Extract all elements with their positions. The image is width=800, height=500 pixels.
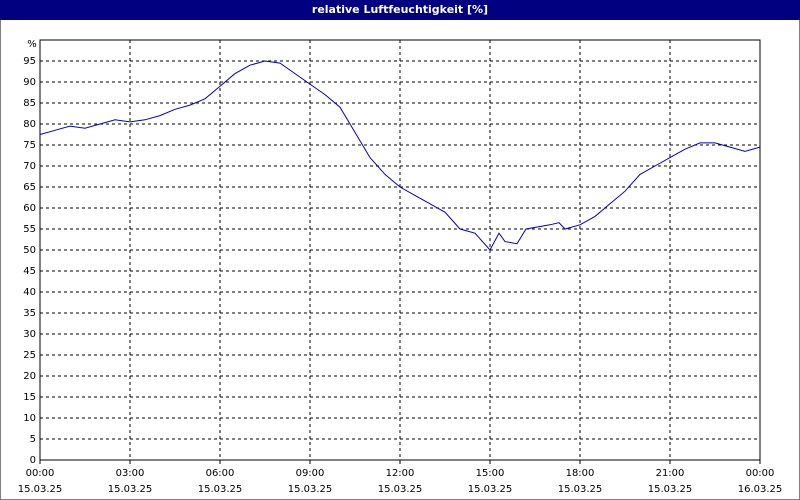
y-tick-label: 60: [23, 203, 36, 214]
x-tick-date: 15.03.25: [648, 484, 693, 495]
y-tick-label: 80: [23, 119, 36, 130]
chart-title: relative Luftfeuchtigkeit [%]: [312, 3, 488, 16]
x-tick-date: 15.03.25: [288, 484, 333, 495]
x-tick-label: 06:00: [206, 468, 235, 479]
y-tick-label: 65: [23, 182, 36, 193]
y-tick-label: 25: [23, 350, 36, 361]
y-tick-label: 0: [30, 455, 36, 466]
y-tick-label: 95: [23, 56, 36, 67]
x-tick-date: 15.03.25: [378, 484, 423, 495]
title-bar: [0, 0, 800, 20]
y-tick-label: 20: [23, 371, 36, 382]
x-tick-label: 00:00: [746, 468, 775, 479]
x-tick-label: 09:00: [296, 468, 325, 479]
x-tick-label: 12:00: [386, 468, 415, 479]
y-tick-label: 75: [23, 140, 36, 151]
y-tick-label: 10: [23, 413, 36, 424]
x-tick-date: 16.03.25: [738, 484, 783, 495]
y-tick-label: 70: [23, 161, 36, 172]
x-tick-date: 15.03.25: [468, 484, 513, 495]
x-tick-label: 03:00: [116, 468, 145, 479]
y-tick-label: 30: [23, 329, 36, 340]
x-tick-date: 15.03.25: [198, 484, 243, 495]
y-tick-label: 15: [23, 392, 36, 403]
x-tick-date: 15.03.25: [108, 484, 153, 495]
y-tick-label: 55: [23, 224, 36, 235]
x-tick-date: 15.03.25: [18, 484, 63, 495]
x-tick-label: 21:00: [656, 468, 685, 479]
y-tick-label: 40: [23, 287, 36, 298]
y-tick-label: 50: [23, 245, 36, 256]
data-line: [39, 60, 761, 251]
x-tick-date: 15.03.25: [558, 484, 603, 495]
x-tick-label: 00:00: [26, 468, 55, 479]
y-axis-label: %: [27, 39, 37, 50]
y-tick-label: 45: [23, 266, 36, 277]
y-tick-label: 85: [23, 98, 36, 109]
y-tick-label: 90: [23, 77, 36, 88]
x-tick-label: 18:00: [566, 468, 595, 479]
y-tick-label: 5: [30, 434, 36, 445]
x-tick-label: 15:00: [476, 468, 505, 479]
y-tick-label: 35: [23, 308, 36, 319]
